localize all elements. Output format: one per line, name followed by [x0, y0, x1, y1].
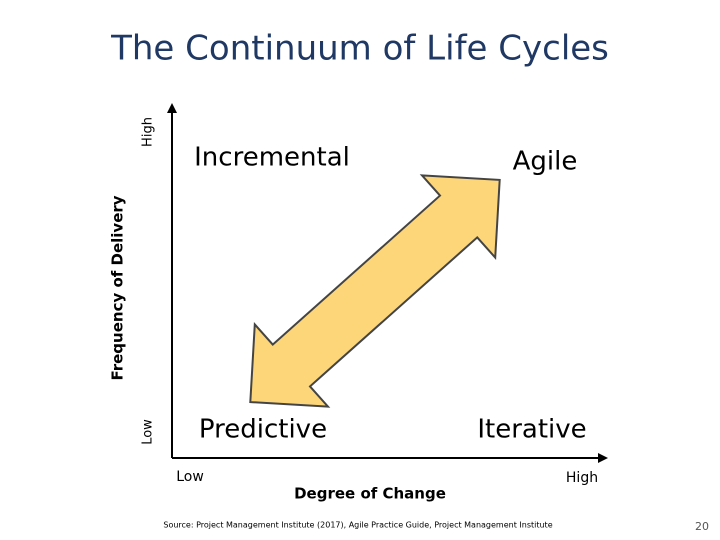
- quadrant-label: Predictive: [199, 415, 327, 445]
- x-low-label: Low: [176, 469, 204, 485]
- y-high-label: High: [141, 117, 156, 147]
- quadrant-label: Iterative: [477, 415, 586, 445]
- quadrant-label: Incremental: [194, 143, 350, 173]
- y-low-label: Low: [141, 419, 156, 445]
- x-high-label: High: [566, 470, 598, 486]
- y-axis-label: Frequency of Delivery: [109, 195, 127, 380]
- double-arrow: [249, 174, 501, 408]
- quadrant-label: Agile: [513, 147, 578, 177]
- page-number: 20: [695, 520, 709, 533]
- source-note: Source: Project Management Institute (20…: [163, 521, 552, 530]
- x-axis-label: Degree of Change: [294, 485, 446, 503]
- slide-title: The Continuum of Life Cycles: [110, 29, 609, 69]
